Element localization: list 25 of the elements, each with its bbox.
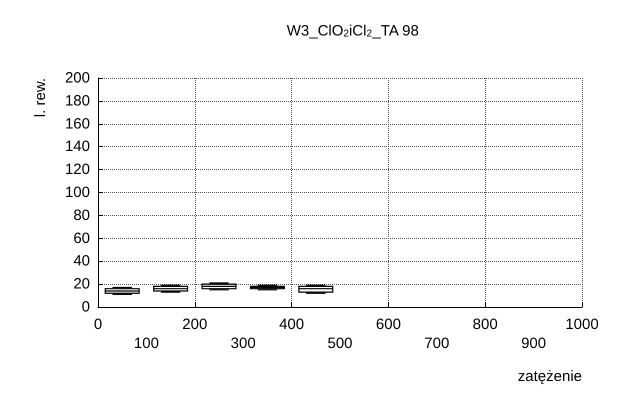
x-tick-label: 400 [279, 316, 304, 333]
chart-title: W3_ClO2iCl2_TA 98 [286, 22, 419, 40]
y-axis-title: l. rew. [32, 78, 49, 118]
x2-tick-label: 100 [134, 335, 159, 352]
y-tick-label: 20 [73, 276, 90, 293]
y-tick-label: 60 [73, 230, 90, 247]
y-tick-label: 40 [73, 252, 90, 270]
x-tick-label: 800 [472, 316, 498, 333]
y-tick-label: 120 [64, 161, 90, 178]
x2-tick-label: 500 [327, 335, 353, 352]
x2-tick-label: 300 [230, 335, 256, 352]
y-tick-label: 180 [64, 92, 90, 110]
y-tick-label: 0 [82, 298, 90, 316]
y-tick-label: 100 [64, 184, 90, 201]
x-tick-label: 600 [376, 316, 401, 333]
y-tick-label: 80 [73, 206, 90, 224]
y-tick-label: 140 [64, 138, 90, 156]
x-tick-label: 1000 [565, 316, 599, 333]
x-axis-title: zatężenie [518, 368, 582, 385]
y-tick-label: 200 [64, 70, 90, 86]
y-tick-label: 160 [64, 115, 90, 132]
x-tick-label: 0 [94, 316, 102, 333]
x2-tick-label: 900 [521, 335, 546, 352]
x-tick-label: 200 [182, 316, 208, 333]
x2-tick-label: 700 [424, 335, 450, 352]
